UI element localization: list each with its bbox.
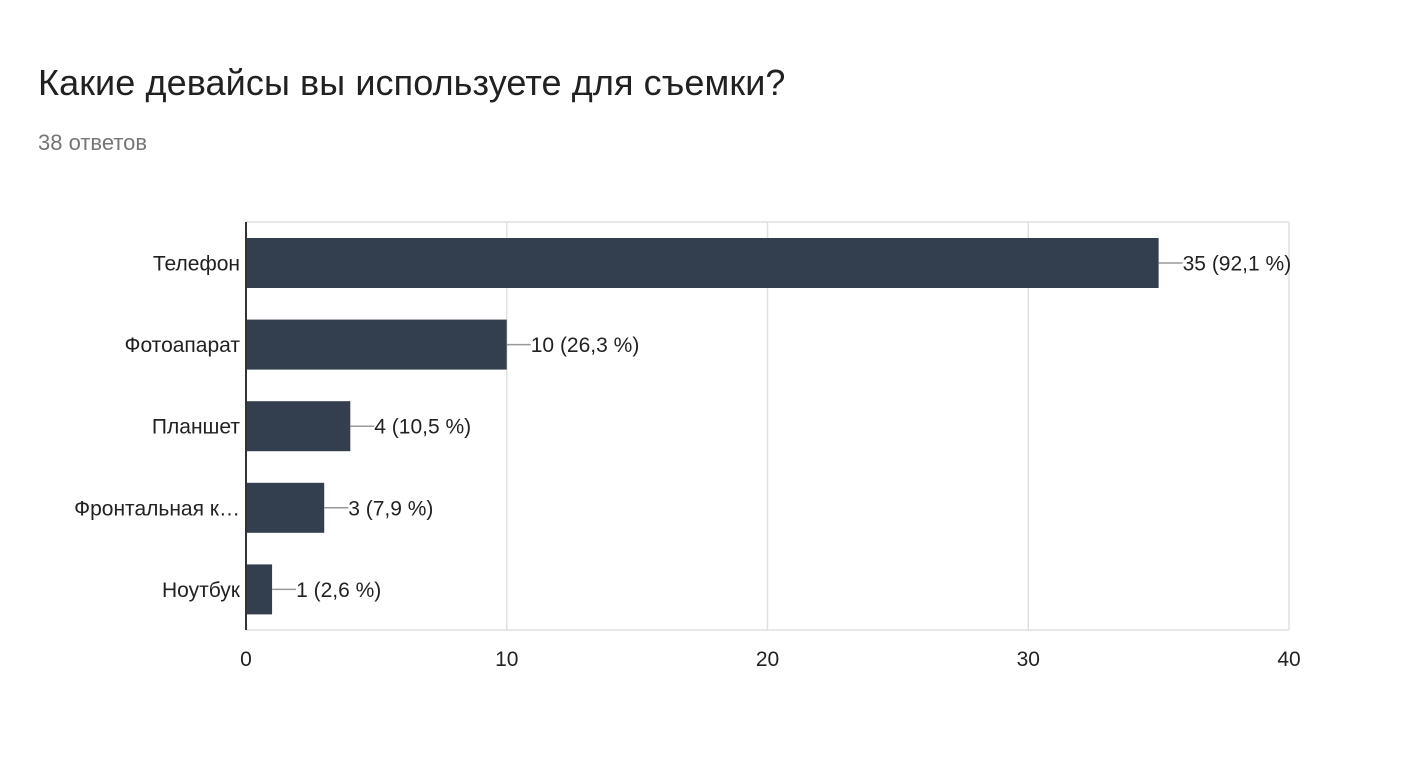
bar <box>246 401 351 452</box>
bars <box>246 238 1159 615</box>
chart-title: Какие девайсы вы используете для съемки? <box>38 62 786 103</box>
data-label: 1 (2,6 %) <box>296 579 381 602</box>
category-label: Ноутбук <box>162 579 241 602</box>
labels: 0 10 20 30 40 Телефон 35 (92,1 %) Фотоапарат 10 … <box>74 253 1301 672</box>
bar <box>246 238 1159 288</box>
category-label: Фронтальная к… <box>74 497 240 520</box>
bar <box>246 482 325 533</box>
data-label: 35 (92,1 %) <box>1183 253 1292 276</box>
response-count: 38 ответов <box>38 130 148 155</box>
x-tick-label: 40 <box>1277 648 1300 671</box>
category-label: Планшет <box>152 416 240 439</box>
data-label: 3 (7,9 %) <box>348 497 433 520</box>
category-label: Фотоапарат <box>125 334 241 357</box>
data-label: 4 (10,5 %) <box>374 416 471 439</box>
data-label: 10 (26,3 %) <box>531 334 640 357</box>
x-tick-label: 20 <box>756 648 779 671</box>
gridlines <box>246 221 1290 631</box>
x-tick-label: 0 <box>240 648 252 671</box>
category-label: Телефон <box>153 253 240 276</box>
bar <box>246 319 507 370</box>
x-tick-label: 30 <box>1017 648 1040 671</box>
bar <box>246 564 273 615</box>
x-tick-label: 10 <box>495 648 518 671</box>
